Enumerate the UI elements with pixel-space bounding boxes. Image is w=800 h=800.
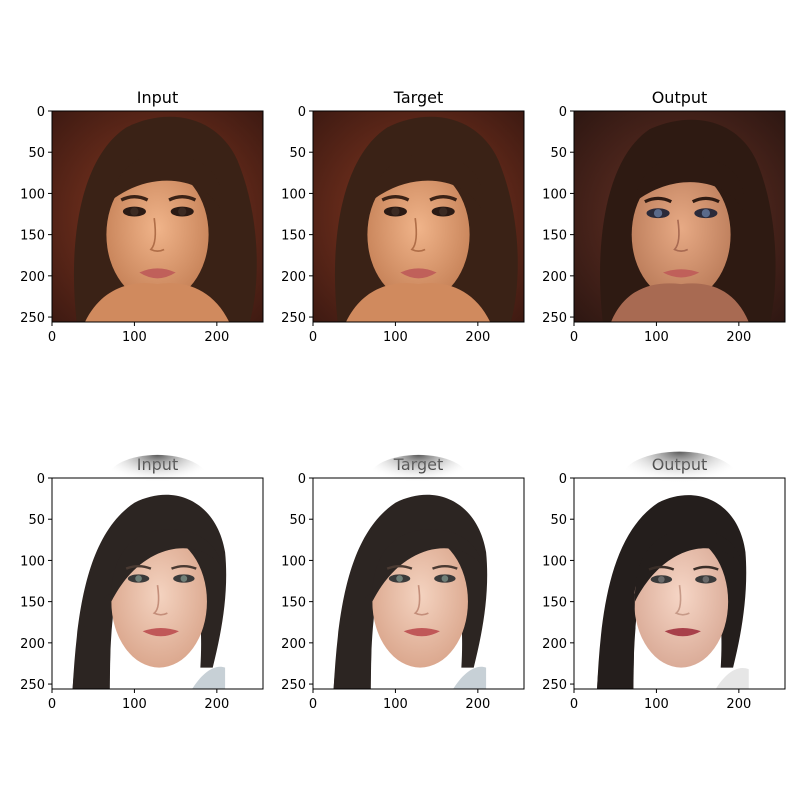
y-tick-label: 0 bbox=[298, 472, 306, 487]
x-tick-label: 100 bbox=[122, 697, 147, 712]
y-tick-label: 200 bbox=[542, 270, 567, 285]
x-tick-label: 200 bbox=[204, 330, 229, 345]
x-tick-label: 0 bbox=[309, 697, 317, 712]
y-tick-label: 250 bbox=[281, 678, 306, 693]
y-tick-label: 100 bbox=[542, 554, 567, 569]
axes-frame bbox=[51, 110, 264, 323]
axes-frame bbox=[312, 110, 525, 323]
x-tick-label: 200 bbox=[726, 330, 751, 345]
axes-frame bbox=[51, 477, 264, 690]
y-tick-label: 200 bbox=[20, 270, 45, 285]
portrait-1-output-image bbox=[572, 109, 787, 324]
panel-title: Output bbox=[652, 88, 708, 107]
y-tick-label: 200 bbox=[20, 637, 45, 652]
y-tick-label: 50 bbox=[28, 513, 45, 528]
x-tick-label: 200 bbox=[465, 330, 490, 345]
y-tick-label: 50 bbox=[289, 146, 306, 161]
y-tick-label: 100 bbox=[20, 187, 45, 202]
x-tick-label: 100 bbox=[644, 330, 669, 345]
panel-title: Input bbox=[137, 88, 178, 107]
y-tick-label: 0 bbox=[559, 105, 567, 120]
axes-frame bbox=[312, 477, 525, 690]
y-tick-label: 100 bbox=[542, 187, 567, 202]
y-tick-label: 150 bbox=[20, 229, 45, 244]
y-tick-label: 50 bbox=[289, 513, 306, 528]
axes-frame bbox=[573, 477, 786, 690]
y-tick-label: 200 bbox=[281, 270, 306, 285]
x-tick-label: 0 bbox=[48, 697, 56, 712]
y-tick-label: 0 bbox=[559, 472, 567, 487]
x-tick-label: 0 bbox=[570, 697, 578, 712]
x-tick-label: 100 bbox=[383, 697, 408, 712]
portrait-2-input-image bbox=[50, 453, 265, 691]
y-tick-label: 250 bbox=[542, 311, 567, 326]
x-tick-label: 200 bbox=[204, 697, 229, 712]
y-tick-label: 0 bbox=[37, 472, 45, 487]
x-tick-label: 100 bbox=[122, 330, 147, 345]
x-tick-label: 0 bbox=[48, 330, 56, 345]
y-tick-label: 250 bbox=[20, 678, 45, 693]
y-tick-label: 150 bbox=[281, 596, 306, 611]
portrait-1-target-image bbox=[311, 109, 526, 324]
y-tick-label: 150 bbox=[20, 596, 45, 611]
x-tick-label: 0 bbox=[309, 330, 317, 345]
x-tick-label: 100 bbox=[383, 330, 408, 345]
y-tick-label: 250 bbox=[20, 311, 45, 326]
y-tick-label: 50 bbox=[550, 146, 567, 161]
axes-frame bbox=[573, 110, 786, 323]
x-tick-label: 200 bbox=[465, 697, 490, 712]
panel-title: Target bbox=[393, 88, 444, 107]
y-tick-label: 100 bbox=[20, 554, 45, 569]
y-tick-label: 0 bbox=[37, 105, 45, 120]
portrait-1-input-image bbox=[50, 109, 265, 324]
y-tick-label: 100 bbox=[281, 554, 306, 569]
y-tick-label: 250 bbox=[542, 678, 567, 693]
panel-portrait-1-input: Input 0 100 200 0 50 100 150 200 250 bbox=[20, 88, 265, 345]
y-tick-label: 150 bbox=[542, 596, 567, 611]
x-tick-label: 0 bbox=[570, 330, 578, 345]
y-tick-label: 250 bbox=[281, 311, 306, 326]
y-tick-label: 50 bbox=[550, 513, 567, 528]
y-tick-label: 200 bbox=[542, 637, 567, 652]
y-tick-label: 200 bbox=[281, 637, 306, 652]
x-tick-label: 100 bbox=[644, 697, 669, 712]
portrait-2-target-image bbox=[311, 453, 526, 691]
panel-portrait-1-target: Target 0 100 200 0 50 100 150 200 250 bbox=[281, 88, 526, 345]
x-tick-label: 200 bbox=[726, 697, 751, 712]
y-tick-label: 0 bbox=[298, 105, 306, 120]
y-tick-label: 150 bbox=[542, 229, 567, 244]
portrait-2-output-image bbox=[572, 450, 787, 691]
y-tick-label: 150 bbox=[281, 229, 306, 244]
y-tick-label: 50 bbox=[28, 146, 45, 161]
y-tick-label: 100 bbox=[281, 187, 306, 202]
panel-portrait-1-output: Output 0 100 200 0 50 100 150 200 250 bbox=[542, 88, 787, 345]
